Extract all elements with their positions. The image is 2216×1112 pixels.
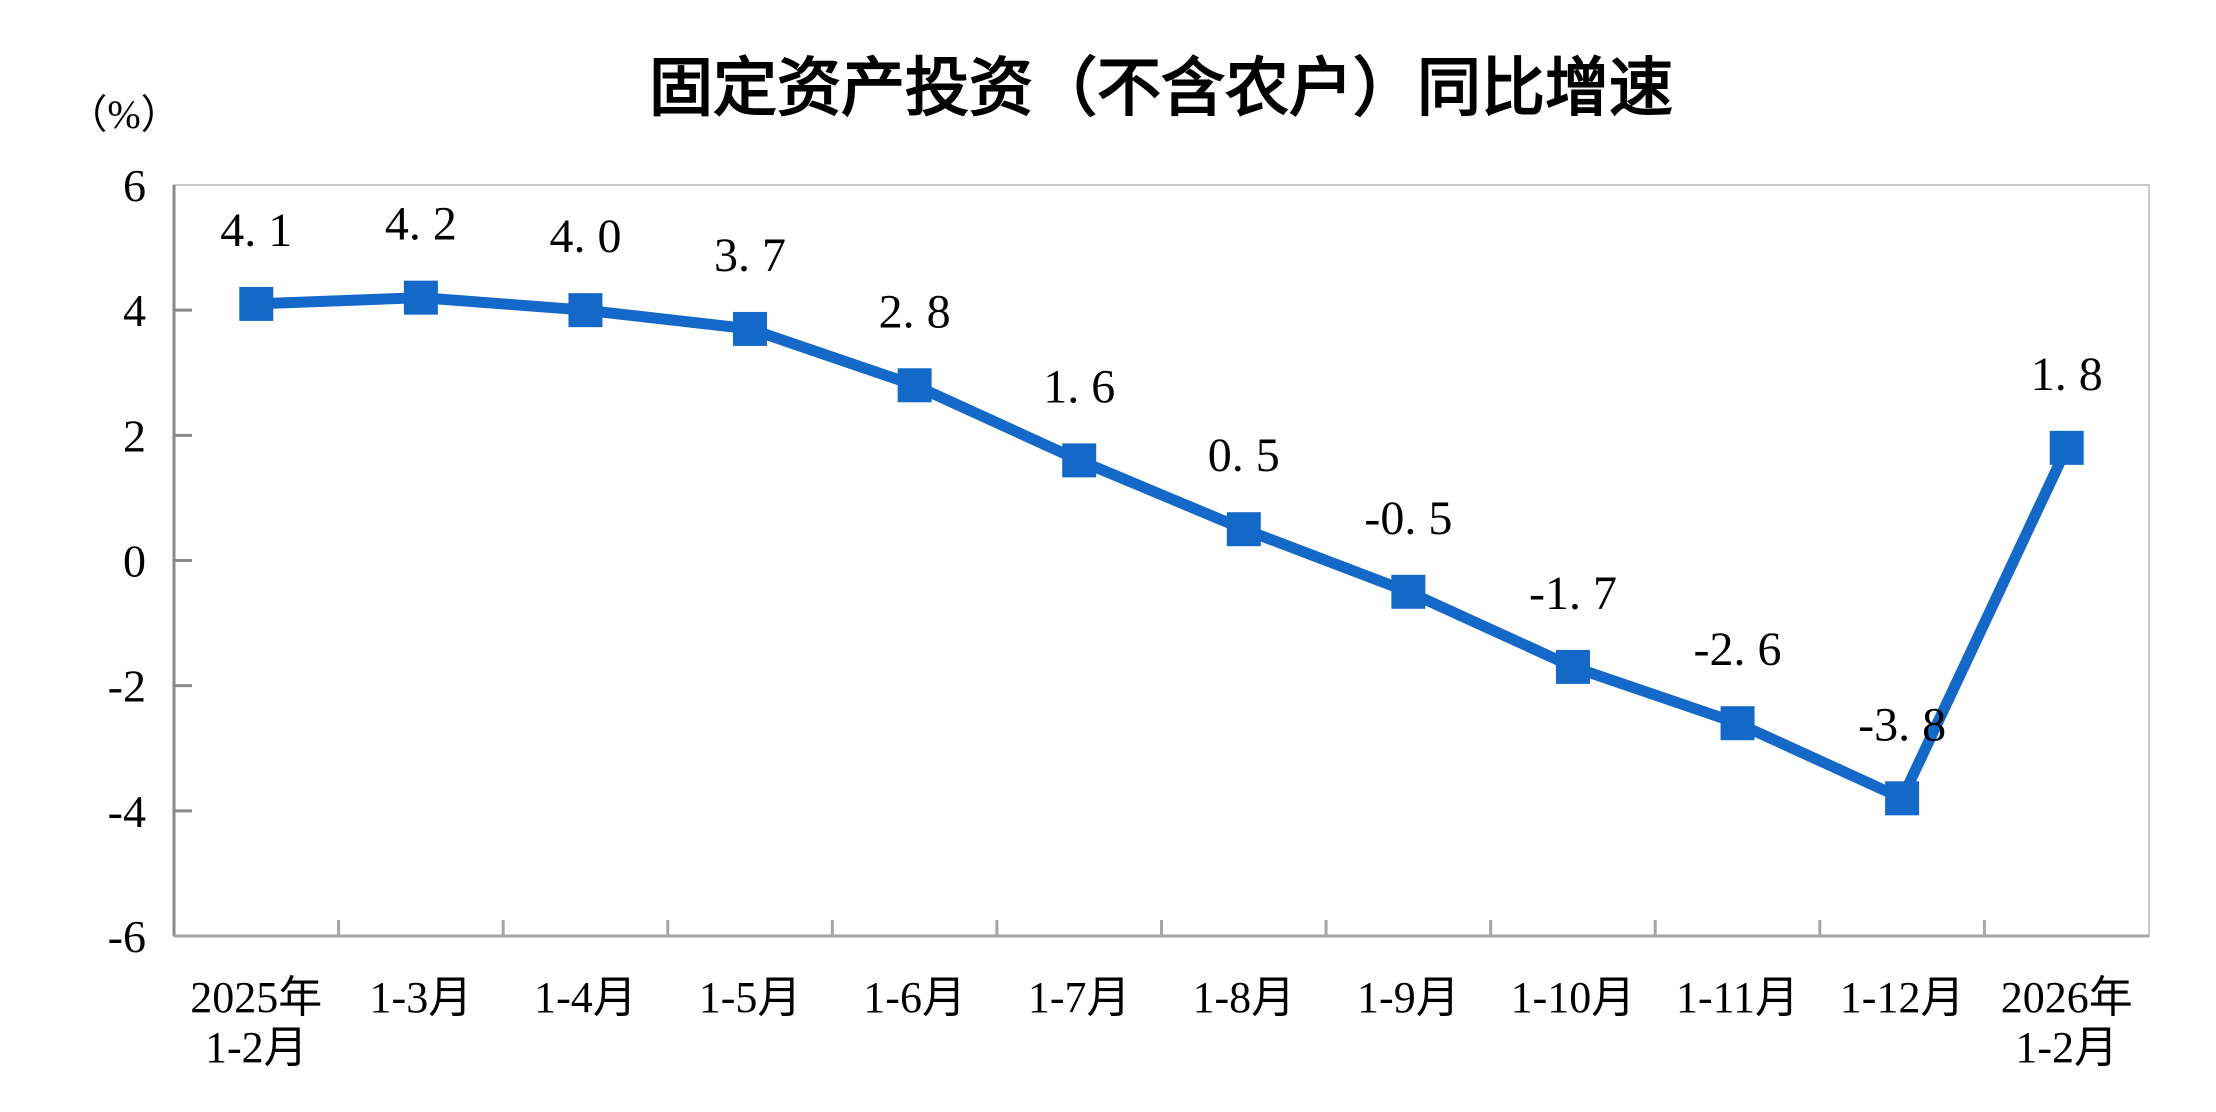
y-axis-tick-label: -2 — [108, 661, 146, 712]
data-point-label: 4. 0 — [549, 210, 621, 263]
x-axis-category-label: 1-9月 — [1357, 973, 1460, 1022]
y-axis-unit-label: （%） — [67, 92, 180, 137]
data-point-label: 1. 6 — [1043, 360, 1115, 413]
y-axis-tick-label: 2 — [123, 410, 146, 461]
x-axis-category-label: 1-11月 — [1676, 973, 1799, 1022]
x-axis-category-label: 1-10月 — [1511, 973, 1636, 1022]
x-axis-category-label: 1-5月 — [699, 973, 802, 1022]
data-point-label: 4. 1 — [220, 204, 292, 257]
series-line — [256, 292, 2072, 806]
data-point-marker — [568, 293, 603, 328]
data-point-label: 4. 2 — [385, 198, 457, 251]
data-point-marker — [897, 368, 932, 403]
data-point-marker — [2049, 430, 2084, 465]
data-point-marker — [403, 280, 438, 315]
data-point-marker — [1391, 574, 1426, 609]
x-axis-category-label: 1-2月 — [2015, 1023, 2118, 1072]
data-point-marker — [1720, 706, 1755, 741]
data-point-marker — [1226, 512, 1261, 547]
data-point-label: 3. 7 — [714, 229, 786, 282]
x-axis-category-label: 1-2月 — [205, 1023, 308, 1072]
y-axis-tick-label: 0 — [123, 536, 146, 587]
x-axis-category-label: 2025年 — [190, 973, 322, 1022]
x-axis-category-label: 1-3月 — [370, 973, 473, 1022]
data-point-marker — [1885, 781, 1920, 816]
data-point-marker — [733, 311, 768, 346]
data-point-marker — [1555, 649, 1590, 684]
data-point-label: 0. 5 — [1208, 429, 1280, 482]
x-axis-category-label: 1-4月 — [534, 973, 637, 1022]
chart-title: 固定资产投资（不含农户）同比增速 — [649, 52, 1673, 124]
x-axis-category-label: 2026年 — [2001, 973, 2133, 1022]
data-point-marker — [1062, 443, 1097, 478]
data-point-label: -2. 6 — [1694, 623, 1782, 676]
data-point-label: -0. 5 — [1364, 492, 1452, 545]
x-axis-category-label: 1-8月 — [1192, 973, 1295, 1022]
data-point-label: -3. 8 — [1858, 698, 1946, 751]
y-axis-tick-label: 6 — [123, 160, 146, 211]
data-point-label: 2. 8 — [879, 285, 951, 338]
x-axis-category-label: 1-6月 — [863, 973, 966, 1022]
data-point-label: -1. 7 — [1529, 567, 1617, 620]
y-axis-tick-label: 4 — [123, 285, 146, 336]
data-point-marker — [239, 286, 274, 321]
x-axis-category-label: 1-7月 — [1028, 973, 1131, 1022]
y-axis-tick-label: -6 — [108, 911, 146, 962]
data-point-label: 1. 8 — [2031, 348, 2103, 401]
y-axis-tick-label: -4 — [108, 786, 146, 837]
x-axis-category-label: 1-12月 — [1840, 973, 1965, 1022]
